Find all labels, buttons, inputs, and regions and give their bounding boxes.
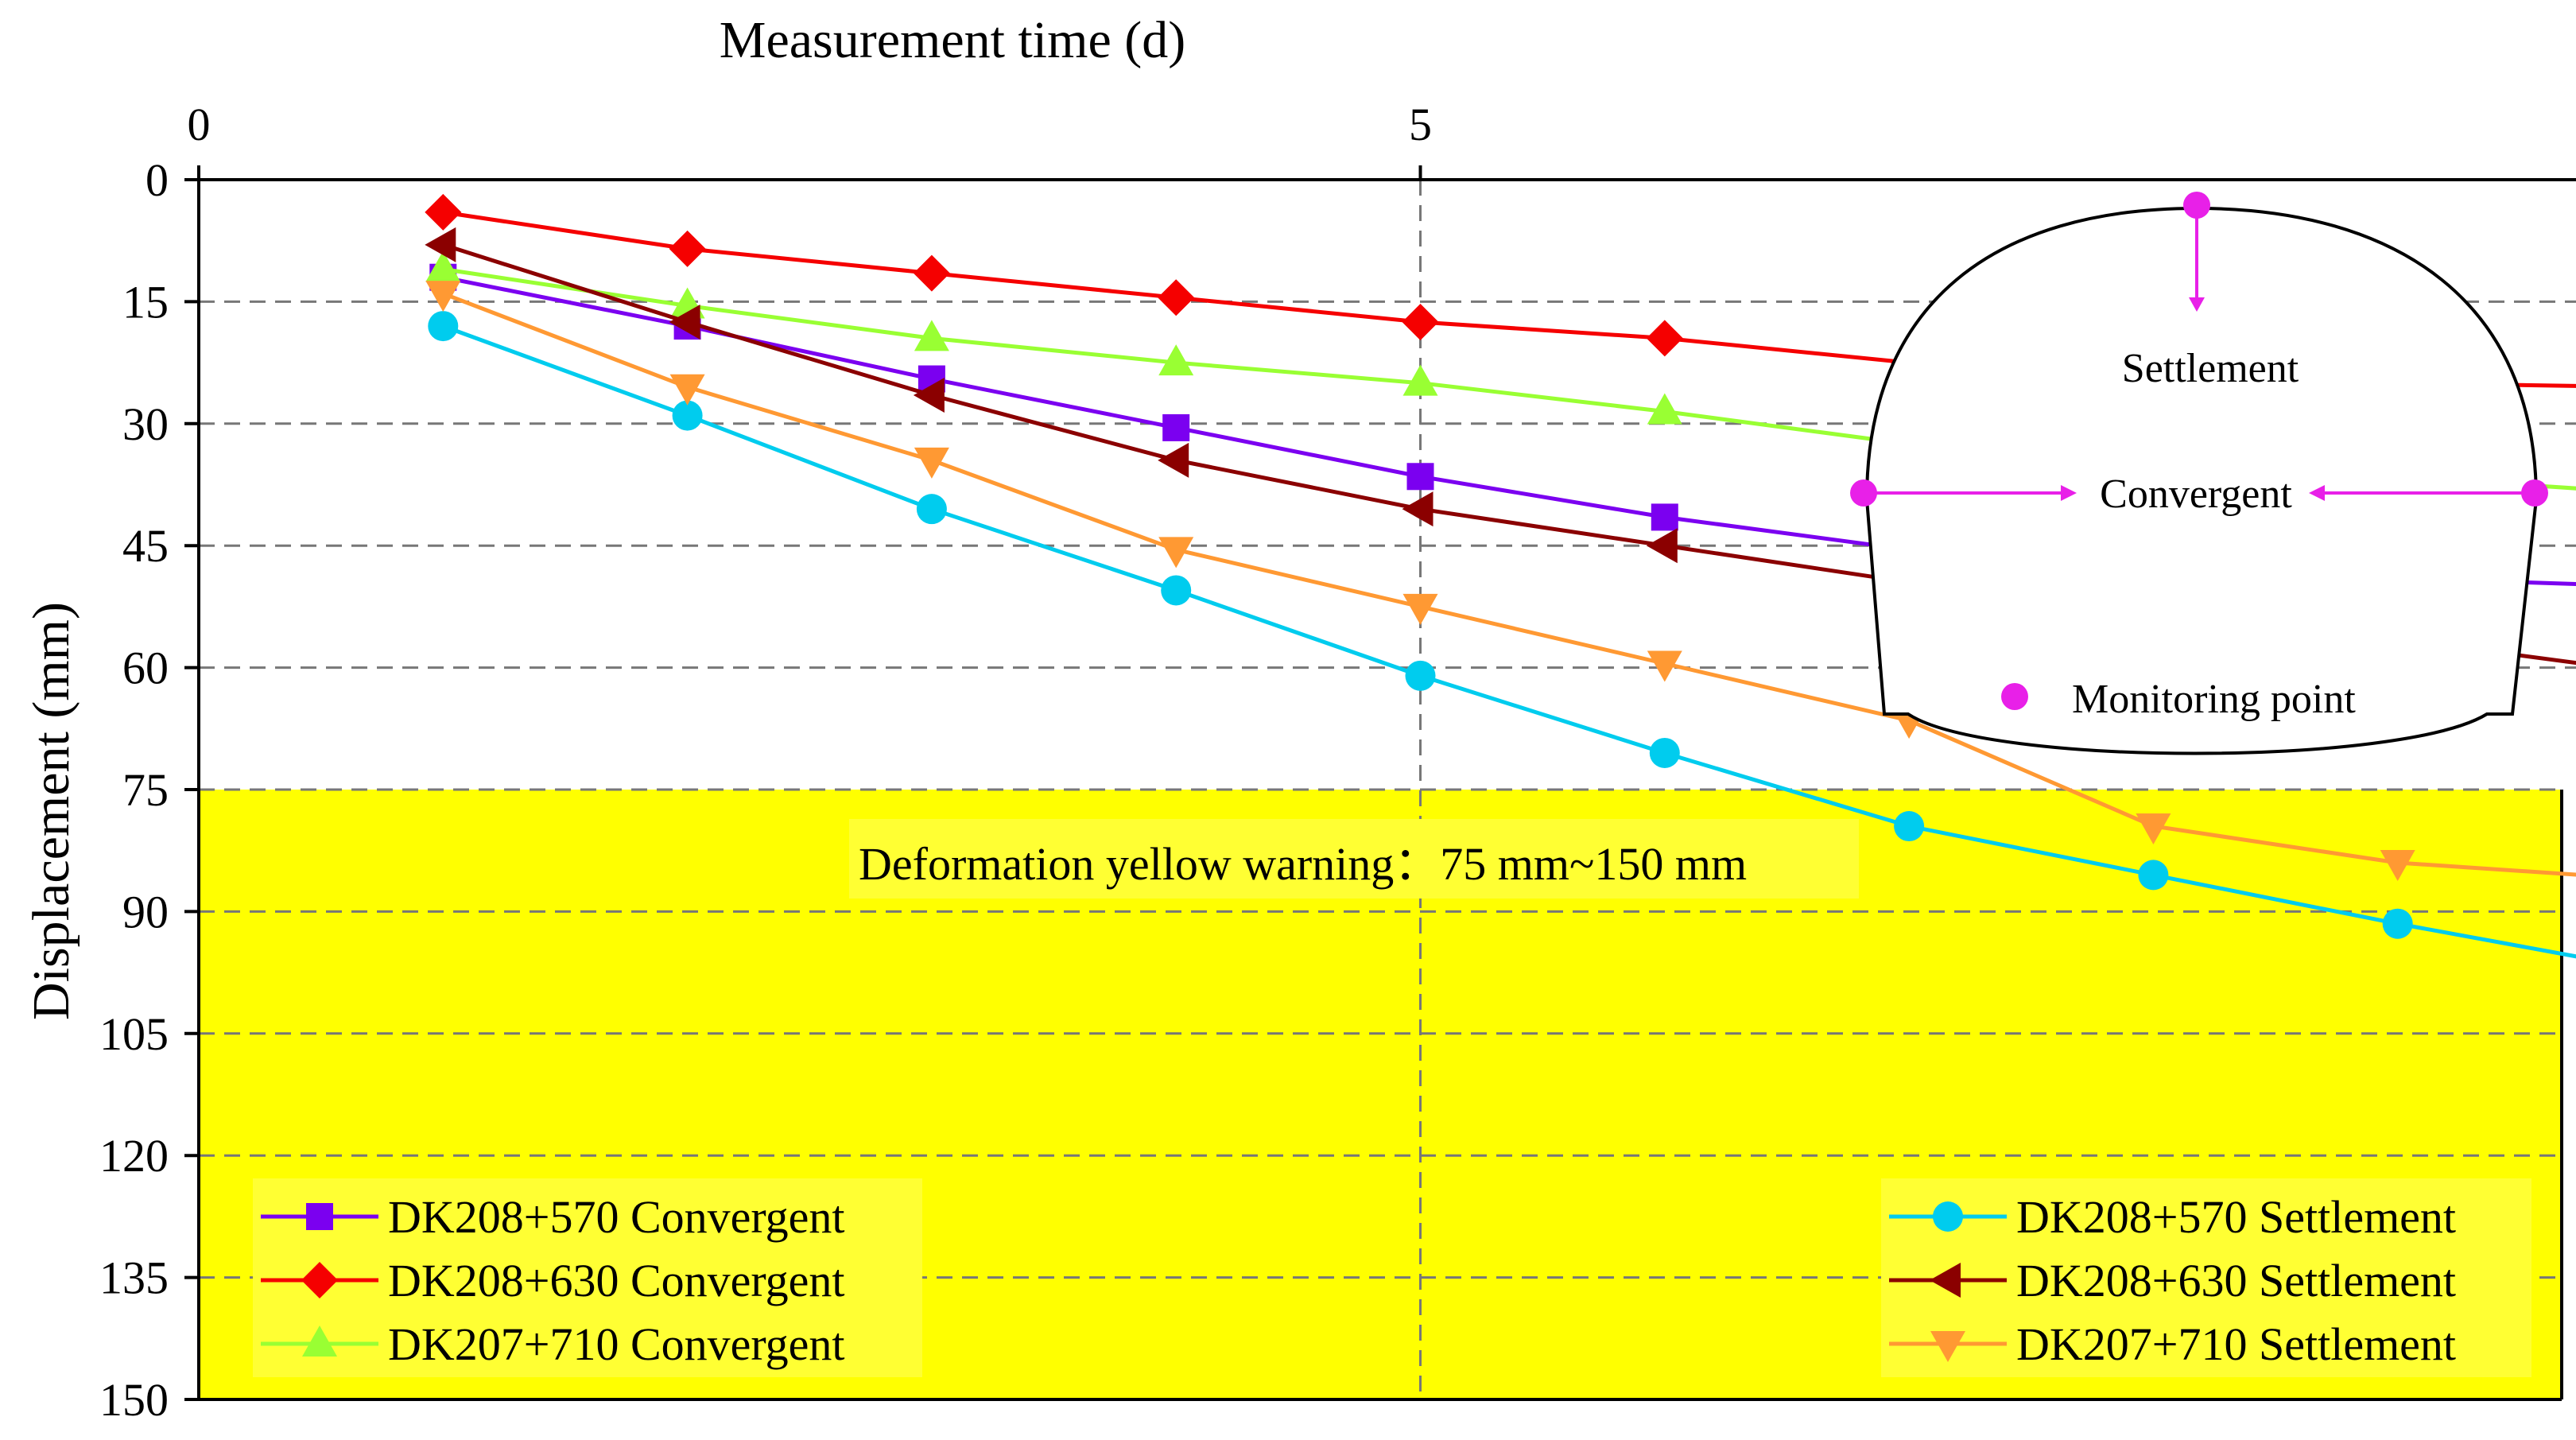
series-3-point-3 <box>1161 575 1192 606</box>
y-tick-label-105: 105 <box>99 1008 169 1060</box>
series-1-point-1 <box>669 230 706 267</box>
series-3-point-4 <box>1405 660 1436 691</box>
series-3-point-6 <box>1894 811 1925 842</box>
series-5-point-3 <box>1158 537 1194 569</box>
y-tick-label-15: 15 <box>122 276 169 328</box>
legend-label-1: DK208+630 Convergent <box>388 1255 845 1306</box>
series-3-point-1 <box>672 400 703 431</box>
series-1-point-2 <box>913 254 950 292</box>
monitoring-point-label: Monitoring point <box>2072 677 2356 722</box>
series-1-point-5 <box>1646 320 1683 357</box>
x-tick-label-0: 0 <box>188 99 211 150</box>
x-tick-label-5: 5 <box>1409 99 1432 150</box>
legend-label-0: DK208+570 Convergent <box>388 1191 845 1243</box>
crown-monitoring-point <box>2183 192 2210 219</box>
legend-label-5: DK207+710 Settlement <box>2016 1318 2456 1370</box>
left-monitoring-point <box>1850 479 1877 507</box>
legend-marker-1 <box>301 1262 338 1298</box>
y-axis-title: Displacement (mm) <box>22 602 80 1020</box>
series-2-point-4 <box>1402 364 1438 396</box>
series-4-point-5 <box>1646 528 1678 564</box>
series-line-5 <box>442 291 2576 877</box>
series-4-point-3 <box>1158 442 1189 478</box>
y-tick-label-135: 135 <box>99 1252 169 1304</box>
series-5-point-2 <box>914 447 949 479</box>
y-tick-label-60: 60 <box>122 642 169 694</box>
series-1-point-3 <box>1158 279 1195 316</box>
series-3-point-7 <box>2138 860 2169 891</box>
y-tick-label-120: 120 <box>99 1130 169 1182</box>
series-5-point-4 <box>1402 593 1438 625</box>
legend-label-4: DK208+630 Settlement <box>2016 1255 2456 1306</box>
series-1-point-4 <box>1402 303 1439 340</box>
warning-annotation-bg <box>849 819 1859 899</box>
series-3 <box>428 311 2576 959</box>
series-5-point-0 <box>425 281 461 312</box>
settlement-label: Settlement <box>2122 346 2299 391</box>
right-monitoring-point <box>2521 479 2548 507</box>
series-2-point-5 <box>1647 393 1682 425</box>
tunnel-outline <box>1864 206 2539 755</box>
tunnel-inset: Settlement Convergent Monitoring point <box>1850 192 2548 755</box>
legend-marker-2 <box>302 1325 337 1357</box>
series-0-point-3 <box>1162 413 1190 441</box>
legend-marker-4 <box>1930 1263 1961 1298</box>
series-4-point-0 <box>425 227 456 262</box>
series-line-3 <box>442 324 2576 959</box>
settlement-arrow-head <box>2189 297 2205 312</box>
y-tick-label-75: 75 <box>122 764 169 816</box>
series-3-point-5 <box>1649 737 1680 768</box>
series-4-point-4 <box>1402 491 1433 527</box>
series-2-point-0 <box>425 250 461 282</box>
series-line-1 <box>442 210 2576 388</box>
legend-label-2: DK207+710 Convergent <box>388 1318 845 1370</box>
series-4-point-1 <box>669 304 700 340</box>
series-3-point-8 <box>2382 908 2413 939</box>
series-line-2 <box>442 267 2576 491</box>
series-2-point-3 <box>1158 344 1194 376</box>
series-5-point-5 <box>1647 650 1682 682</box>
warning-annotation-text: Deformation yellow warning：75 mm~150 mm <box>859 838 1747 890</box>
series-0-point-5 <box>1651 503 1678 531</box>
series-2-point-2 <box>914 320 949 351</box>
series-line-0 <box>442 275 2576 587</box>
series-5-point-1 <box>669 374 705 406</box>
series-5-point-8 <box>2380 850 2415 882</box>
legend-marker-3 <box>1933 1201 1963 1232</box>
x-axis-title: Measurement time (d) <box>720 11 1185 69</box>
convergent-label: Convergent <box>2100 472 2292 517</box>
legend-marker-0 <box>306 1203 333 1230</box>
tick-layer: 0510152025300153045607590105120135150 <box>99 99 1432 1426</box>
series-4-point-2 <box>913 378 945 413</box>
legend-label-3: DK208+570 Settlement <box>2016 1191 2456 1243</box>
y-tick-label-0: 0 <box>145 154 169 206</box>
series-3-point-0 <box>428 311 459 342</box>
y-tick-label-30: 30 <box>122 398 169 450</box>
legend-convergent: DK208+570 Convergent DK208+630 Convergent… <box>253 1178 922 1377</box>
series-0-point-4 <box>1406 463 1434 491</box>
monitoring-point-key-marker <box>2001 683 2028 710</box>
right-convergent-arrow-head <box>2309 485 2325 501</box>
y-tick-label-45: 45 <box>122 520 169 572</box>
y-tick-label-90: 90 <box>122 886 169 937</box>
series-3-point-2 <box>916 494 947 525</box>
series-1-point-0 <box>425 193 462 231</box>
left-convergent-arrow-head <box>2061 485 2077 501</box>
legend-settlement: DK208+570 Settlement DK208+630 Settlement… <box>1881 1178 2531 1377</box>
warning-annotation: Deformation yellow warning：75 mm~150 mm <box>849 819 1859 899</box>
series-line-4 <box>442 243 2576 666</box>
y-tick-label-150: 150 <box>99 1374 169 1426</box>
legend-marker-5 <box>1930 1331 1965 1362</box>
series-5-point-7 <box>2136 813 2171 845</box>
